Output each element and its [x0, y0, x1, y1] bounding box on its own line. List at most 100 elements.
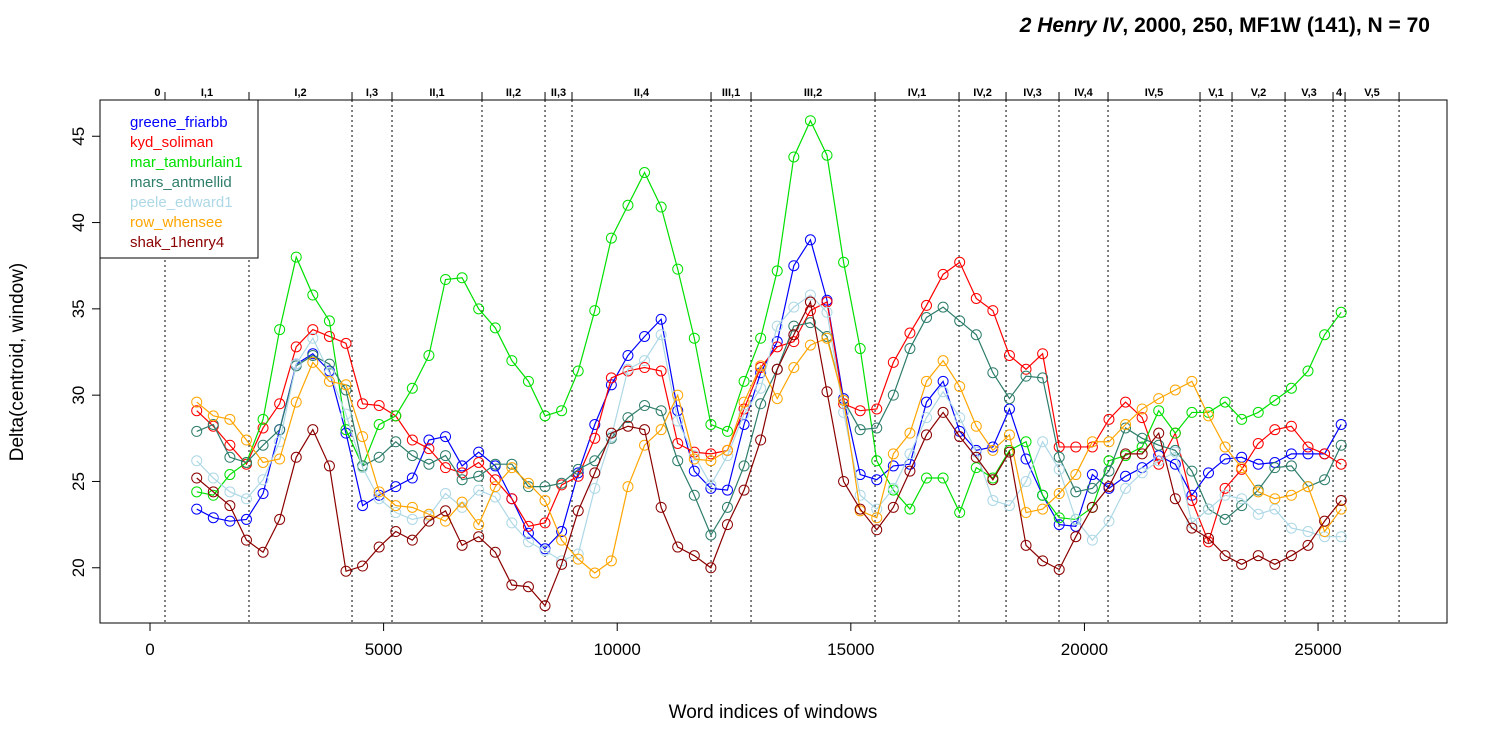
point — [655, 501, 667, 513]
point — [1120, 419, 1132, 431]
point — [738, 408, 750, 420]
point — [1120, 422, 1132, 434]
scene-label: V,3 — [1301, 87, 1317, 99]
point — [1202, 532, 1214, 544]
point — [456, 539, 468, 551]
point — [1186, 522, 1198, 534]
point — [921, 299, 933, 311]
point — [456, 496, 468, 508]
point — [539, 545, 551, 557]
point — [522, 477, 534, 489]
point — [921, 311, 933, 323]
point — [257, 422, 269, 434]
point — [522, 375, 534, 387]
point — [539, 481, 551, 493]
point — [838, 256, 850, 268]
scene-label: 4 — [1336, 87, 1343, 99]
legend-entry: shak_1henry4 — [130, 234, 224, 251]
point — [937, 406, 949, 418]
point — [307, 332, 319, 344]
point — [224, 439, 236, 451]
point — [290, 451, 302, 463]
point — [440, 450, 452, 462]
point — [473, 519, 485, 531]
point — [589, 482, 601, 494]
point — [572, 505, 584, 517]
point — [987, 441, 999, 453]
point — [589, 419, 601, 431]
point — [340, 565, 352, 577]
point — [738, 460, 750, 472]
point — [755, 332, 767, 344]
point — [373, 486, 385, 498]
point — [1302, 441, 1314, 453]
legend-entry: mars_antmellid — [130, 174, 232, 191]
point — [274, 424, 286, 436]
point — [1285, 460, 1297, 472]
point — [655, 329, 667, 341]
point — [804, 296, 816, 308]
point — [705, 455, 717, 467]
point — [987, 367, 999, 379]
point — [755, 382, 767, 394]
x-tick-label: 20000 — [1061, 640, 1108, 659]
legend-entry: kyd_soliman — [130, 134, 213, 151]
point — [1037, 503, 1049, 515]
point — [357, 431, 369, 443]
point — [1252, 508, 1264, 520]
point — [871, 422, 883, 434]
point — [373, 419, 385, 431]
point — [1003, 500, 1015, 512]
point — [207, 512, 219, 524]
point — [191, 425, 203, 437]
point — [1003, 429, 1015, 441]
point — [655, 405, 667, 417]
point — [871, 524, 883, 536]
title-rest: , 2000, 250, MF1W (141), N = 70 — [1122, 14, 1430, 37]
point — [489, 546, 501, 558]
point — [639, 439, 651, 451]
point — [224, 515, 236, 527]
point — [721, 519, 733, 531]
point — [672, 437, 684, 449]
point — [788, 151, 800, 163]
point — [406, 450, 418, 462]
point — [307, 349, 319, 361]
point — [489, 322, 501, 334]
point — [224, 486, 236, 498]
point — [423, 443, 435, 455]
point — [821, 332, 833, 344]
point — [1169, 493, 1181, 505]
point — [522, 481, 534, 493]
point — [406, 472, 418, 484]
point — [323, 460, 335, 472]
point — [838, 406, 850, 418]
point — [937, 268, 949, 280]
point — [937, 355, 949, 367]
point — [390, 410, 402, 422]
point — [506, 493, 518, 505]
point — [1103, 436, 1115, 448]
point — [887, 356, 899, 368]
point — [556, 405, 568, 417]
point — [921, 429, 933, 441]
point — [357, 398, 369, 410]
point — [406, 534, 418, 546]
point — [921, 396, 933, 408]
point — [1219, 482, 1231, 494]
point — [705, 419, 717, 431]
point — [904, 503, 916, 515]
point — [257, 546, 269, 558]
point — [1319, 515, 1331, 527]
point — [224, 469, 236, 481]
point — [506, 462, 518, 474]
point — [1169, 446, 1181, 458]
point — [1037, 348, 1049, 360]
point — [688, 453, 700, 465]
point — [970, 420, 982, 432]
point — [921, 375, 933, 387]
point — [323, 367, 335, 379]
point — [954, 381, 966, 393]
point — [257, 488, 269, 500]
